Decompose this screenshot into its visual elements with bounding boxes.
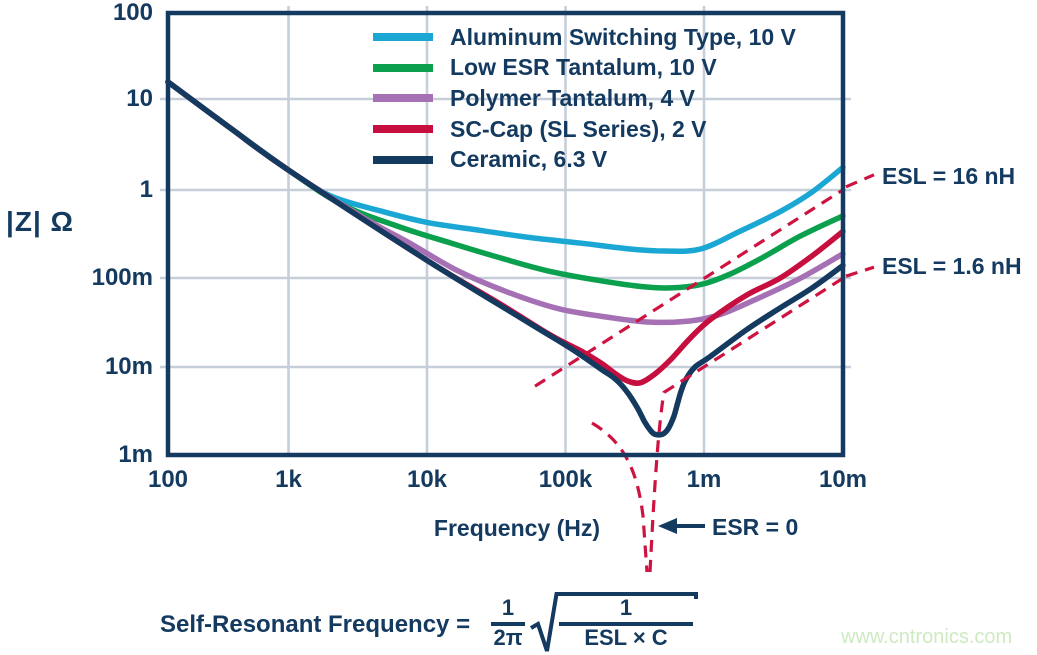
fraction-bar (491, 622, 525, 626)
gridlines (160, 6, 851, 455)
legend-item: Aluminum Switching Type, 10 V (373, 22, 796, 53)
legend-item: Polymer Tantalum, 4 V (373, 83, 796, 114)
legend-label: Polymer Tantalum, 4 V (450, 84, 695, 111)
fraction-denominator: ESL × C (584, 625, 668, 650)
legend-item: SC-Cap (SL Series), 2 V (373, 114, 796, 145)
legend-item: Low ESR Tantalum, 10 V (373, 53, 796, 84)
legend-swatch-aluminum (373, 33, 433, 42)
y-tick-1m: 1m (118, 441, 153, 468)
legend-label: Aluminum Switching Type, 10 V (450, 23, 796, 50)
x-tick-1m: 1m (686, 466, 722, 493)
x-tick-10m: 10m (818, 466, 868, 493)
fraction-bar (559, 622, 693, 626)
esl-16nh-label: ESL = 16 nH (882, 163, 1016, 189)
x-tick-100: 100 (147, 466, 189, 493)
arrow-head-icon (658, 518, 677, 534)
legend-item: Ceramic, 6.3 V (373, 144, 796, 175)
x-tick-10k: 10k (406, 466, 448, 493)
esl-16nh-leader (845, 173, 875, 189)
esl-dashed-lines (534, 173, 875, 573)
plot-border (165, 10, 846, 458)
x-tick-1k: 1k (275, 466, 302, 493)
fraction-numerator: 1 (501, 595, 515, 620)
fraction-denominator: 2π (493, 625, 523, 650)
legend-swatch-tantalum (373, 63, 433, 72)
legend: Aluminum Switching Type, 10 V Low ESR Ta… (373, 22, 796, 175)
esr-zero-label: ESR = 0 (712, 514, 799, 540)
legend-swatch-polymer (373, 94, 433, 103)
legend-swatch-sccap (373, 125, 433, 134)
esr-zero-arrow (658, 518, 705, 534)
x-axis-title: Frequency (Hz) (433, 515, 601, 541)
esl-16nh-line (534, 188, 844, 388)
esl-1p6nh-leader (845, 265, 875, 278)
ideal-resonance-right-branch-and-esl-1p6nh-line (648, 276, 844, 573)
y-tick-10m: 10m (104, 353, 153, 380)
legend-swatch-ceramic (373, 155, 433, 164)
y-tick-100: 100 (112, 0, 153, 26)
watermark: www.cntronics.com (841, 626, 1013, 648)
y-tick-100m: 100m (91, 264, 153, 291)
data-curves (165, 79, 846, 438)
esl-1p6nh-label: ESL = 1.6 nH (882, 253, 1022, 279)
ideal-resonance-left-branch (591, 421, 649, 573)
y-axis-title: |Z| Ω (6, 206, 74, 237)
legend-label: Low ESR Tantalum, 10 V (450, 54, 717, 81)
curve-ceramic-6-3-v (165, 79, 846, 438)
legend-label: SC-Cap (SL Series), 2 V (450, 115, 707, 142)
fraction-numerator: 1 (619, 595, 633, 620)
formula-lhs: Self-Resonant Frequency = (160, 611, 471, 638)
square-root-radical-icon (530, 592, 698, 652)
y-tick-10: 10 (126, 85, 153, 112)
legend-label: Ceramic, 6.3 V (450, 146, 608, 173)
x-tick-100k: 100k (538, 466, 593, 493)
y-tick-1: 1 (139, 176, 153, 203)
